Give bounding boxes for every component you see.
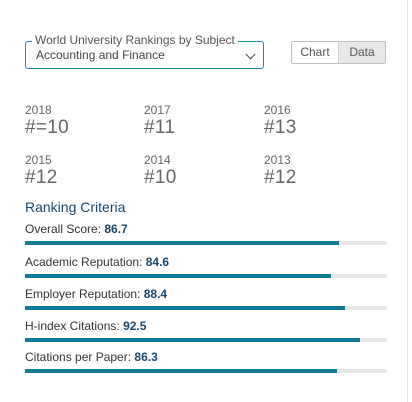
rank-value: #12 [25, 167, 58, 188]
score-bar-track [25, 241, 387, 245]
criterion-overall-score: Overall Score: 86.7 [25, 222, 387, 245]
criterion-score: 84.6 [145, 255, 170, 269]
criterion-label: Employer Reputation: [25, 287, 141, 301]
criterion-label: Citations per Paper: [25, 350, 132, 364]
criterion-citations-per-paper: Citations per Paper: 86.3 [25, 350, 387, 373]
rank-year: 2014 [144, 153, 171, 167]
rank-2013: 2013 #12 [264, 153, 297, 189]
view-toggle: Chart Data [291, 41, 386, 64]
score-bar-fill [25, 338, 360, 342]
criterion-score: 88.4 [143, 287, 168, 301]
rank-year: 2017 [144, 103, 171, 117]
ranking-criteria-heading: Ranking Criteria [25, 199, 126, 215]
subject-dropdown[interactable]: World University Rankings by Subject Acc… [25, 33, 264, 69]
score-bar-fill [25, 241, 339, 245]
subject-dropdown-legend: World University Rankings by Subject [32, 33, 238, 48]
score-bar-fill [25, 369, 338, 373]
criterion-employer-reputation: Employer Reputation: 88.4 [25, 287, 387, 310]
criterion-label: H-index Citations: [25, 319, 120, 333]
criterion-score: 92.5 [123, 319, 147, 333]
rank-2016: 2016 #13 [264, 103, 297, 139]
criterion-label: Overall Score: [25, 222, 102, 236]
criterion-h-index-citations: H-index Citations: 92.5 [25, 319, 387, 342]
rank-value: #10 [144, 167, 177, 188]
subject-dropdown-value: Accounting and Finance [36, 48, 165, 62]
rank-2018: 2018 #=10 [25, 103, 69, 139]
score-bar-track [25, 274, 387, 278]
rank-2014: 2014 #10 [144, 153, 177, 189]
score-bar-fill [25, 274, 332, 278]
chevron-down-icon [245, 49, 256, 60]
criterion-score: 86.3 [134, 350, 158, 364]
score-bar-fill [25, 306, 345, 310]
rank-2017: 2017 #11 [144, 103, 175, 139]
rank-year: 2013 [264, 153, 291, 167]
rank-value: #12 [264, 167, 297, 188]
criterion-label: Academic Reputation: [25, 255, 143, 269]
panel-border [407, 0, 408, 402]
chart-view-button[interactable]: Chart [292, 42, 339, 63]
rank-value: #=10 [25, 117, 69, 138]
rank-year: 2015 [25, 153, 52, 167]
rank-2015: 2015 #12 [25, 153, 58, 189]
rank-value: #11 [144, 117, 176, 138]
rank-year: 2018 [25, 103, 52, 117]
score-bar-track [25, 369, 387, 373]
score-bar-track [25, 306, 387, 310]
score-bar-track [25, 338, 387, 342]
criterion-academic-reputation: Academic Reputation: 84.6 [25, 255, 387, 278]
criterion-score: 86.7 [104, 222, 128, 236]
rank-value: #13 [264, 117, 297, 138]
data-view-button[interactable]: Data [339, 42, 385, 63]
rank-year: 2016 [264, 103, 291, 117]
